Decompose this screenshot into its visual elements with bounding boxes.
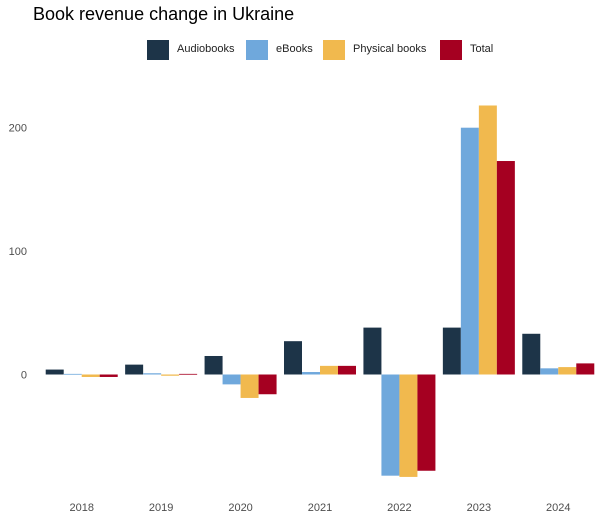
x-tick-label: 2022 — [387, 502, 411, 514]
bar-physical-books-2022 — [399, 374, 418, 477]
bar-audiobooks-2024 — [522, 333, 541, 375]
bar-total-2022 — [417, 374, 436, 471]
bar-total-2018 — [99, 374, 118, 377]
bar-audiobooks-2018 — [45, 369, 64, 375]
legend-label: Total — [470, 43, 494, 55]
x-tick-label: 2024 — [546, 502, 570, 514]
legend-swatch — [246, 40, 268, 60]
x-tick-label: 2019 — [149, 502, 173, 514]
bar-audiobooks-2021 — [284, 341, 302, 375]
y-tick-label: 0 — [21, 370, 27, 382]
y-tick-label: 100 — [9, 246, 27, 258]
bar-physical-books-2024 — [558, 367, 577, 375]
legend-label: Audiobooks — [177, 43, 235, 55]
legend-swatch — [147, 40, 169, 60]
bar-audiobooks-2020 — [204, 355, 223, 375]
bar-ebooks-2022 — [381, 374, 400, 476]
bar-audiobooks-2022 — [363, 327, 382, 375]
y-tick-label: 200 — [9, 123, 27, 135]
bar-ebooks-2020 — [222, 374, 241, 385]
legend-swatch — [323, 40, 345, 60]
bar-physical-books-2018 — [81, 374, 100, 377]
bar-total-2020 — [258, 374, 277, 395]
bar-ebooks-2018 — [63, 373, 82, 375]
chart-title: Book revenue change in Ukraine — [33, 4, 295, 24]
legend-label: eBooks — [276, 43, 313, 55]
legend-swatch — [440, 40, 462, 60]
bar-physical-books-2019 — [161, 374, 180, 376]
bar-ebooks-2023 — [460, 127, 479, 375]
legend-label: Physical books — [353, 43, 427, 55]
x-tick-label: 2023 — [467, 502, 491, 514]
bar-total-2019 — [179, 373, 198, 375]
x-tick-label: 2020 — [228, 502, 252, 514]
x-tick-label: 2018 — [69, 502, 93, 514]
bar-audiobooks-2019 — [125, 364, 144, 375]
legend: Audiobooks eBooks Physical books Total — [0, 38, 615, 62]
bar-ebooks-2019 — [143, 373, 162, 375]
bar-physical-books-2023 — [478, 105, 497, 375]
bar-ebooks-2021 — [302, 372, 320, 375]
bar-physical-books-2020 — [240, 374, 259, 398]
bar-total-2021 — [338, 365, 356, 375]
bar-audiobooks-2023 — [442, 327, 461, 375]
bar-total-2023 — [496, 161, 515, 375]
bar-total-2024 — [576, 363, 595, 375]
bar-physical-books-2021 — [320, 365, 338, 375]
x-tick-label: 2021 — [308, 502, 332, 514]
bar-ebooks-2024 — [540, 368, 559, 375]
